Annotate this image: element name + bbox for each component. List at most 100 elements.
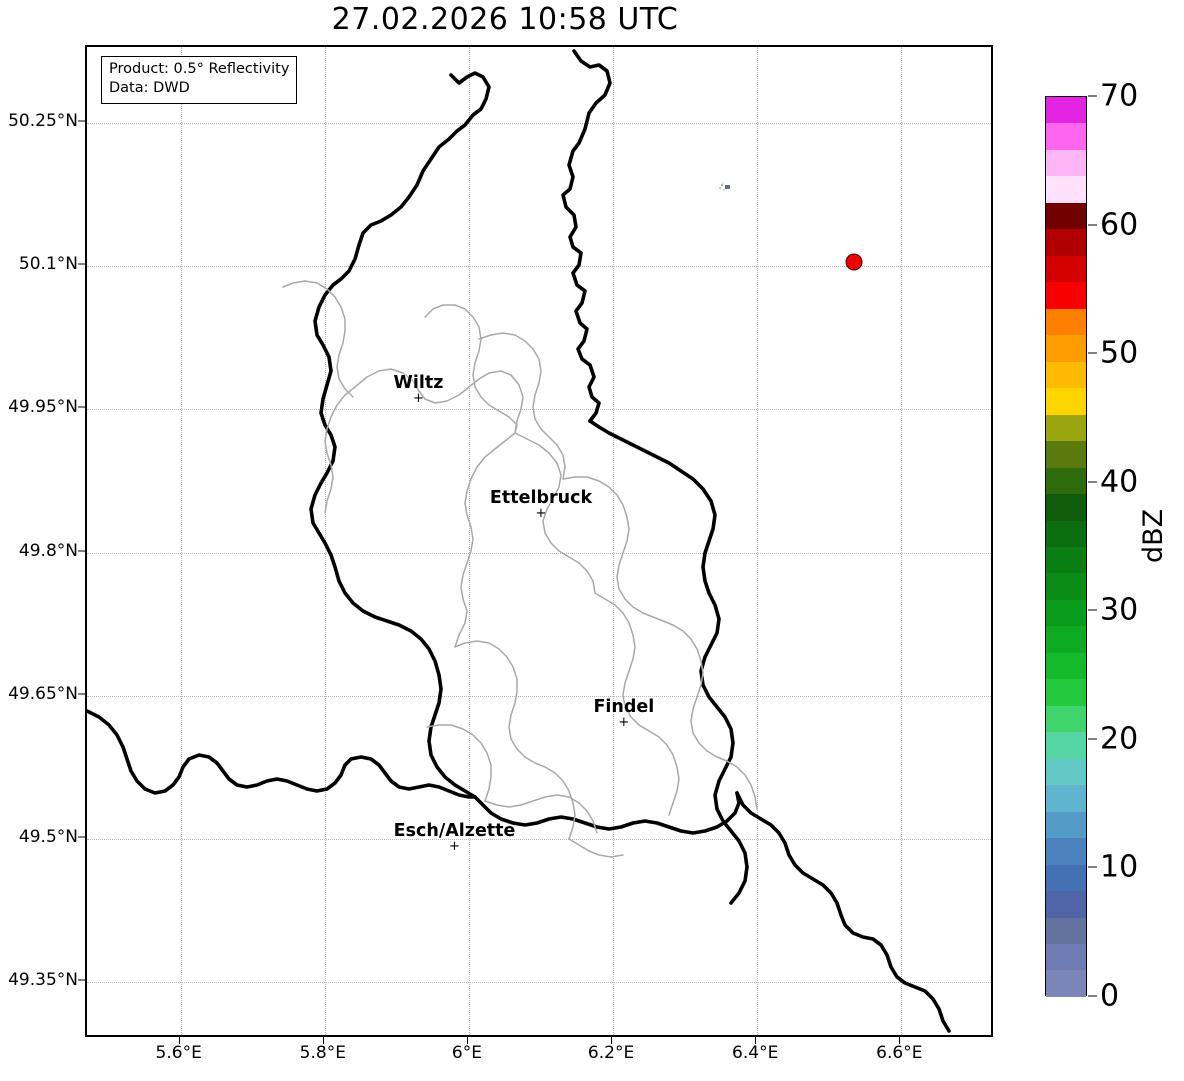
city-name-label: Wiltz [393, 373, 444, 394]
x-axis-tick-label: 6°E [451, 1043, 482, 1063]
page-title: 27.02.2026 10:58 UTC [331, 2, 679, 37]
radar-site-marker[interactable] [845, 253, 863, 271]
colorbar-axis-label: dBZ [1138, 508, 1169, 563]
colorbar-band [1046, 599, 1086, 627]
colorbar-band [1046, 123, 1086, 150]
map-outlines [87, 49, 951, 1033]
colorbar-band [1046, 494, 1086, 521]
info-product-line: Product: 0.5° Reflectivity [109, 61, 290, 77]
y-axis-tick-label: 49.95°N [8, 397, 78, 418]
colorbar-band [1046, 546, 1086, 574]
gridline-horizontal [87, 552, 991, 554]
gridline-horizontal [87, 695, 991, 697]
colorbar-band [1046, 441, 1086, 468]
colorbar-tick-mark [1088, 95, 1097, 97]
x-axis-tick-mark [466, 1037, 468, 1044]
colorbar-band [1046, 891, 1086, 918]
city-cross-icon: + [618, 715, 630, 731]
x-axis-tick-mark [755, 1037, 757, 1044]
gridline-vertical [757, 47, 759, 1035]
city-name-label: Esch/Alzette [393, 821, 516, 842]
colorbar-band [1046, 202, 1086, 230]
x-axis-tick-mark [611, 1037, 613, 1044]
y-axis-tick-label: 49.5°N [18, 826, 78, 847]
city-marker-findel: Findel + [593, 697, 655, 731]
x-axis-tick-mark [178, 1037, 180, 1044]
colorbar-band [1046, 732, 1086, 759]
gridline-vertical [613, 47, 615, 1035]
y-axis-tick-mark [78, 979, 85, 981]
city-name-label: Ettelbruck [489, 487, 593, 508]
city-marker-esch-alzette: Esch/Alzette + [393, 821, 516, 855]
y-axis-tick-label: 50.1°N [18, 254, 78, 275]
x-axis-tick-label: 5.8°E [299, 1043, 346, 1063]
y-axis-tick-mark [78, 406, 85, 408]
colorbar-band [1046, 917, 1086, 944]
colorbar-tick-mark [1088, 609, 1097, 611]
colorbar-band [1046, 970, 1086, 997]
colorbar-band [1046, 229, 1086, 256]
colorbar-band [1046, 467, 1086, 495]
colorbar-band [1046, 149, 1086, 177]
colorbar-tick-label: 50 [1100, 335, 1139, 371]
gridline-vertical [468, 47, 470, 1035]
y-axis-tick-label: 49.65°N [8, 683, 78, 704]
gridline-vertical [901, 47, 903, 1035]
colorbar-tick-label: 60 [1100, 207, 1139, 243]
colorbar-band [1046, 652, 1086, 680]
city-cross-icon: + [535, 505, 547, 521]
colorbar-tick-mark [1088, 481, 1097, 483]
colorbar-band [1046, 335, 1086, 362]
colorbar-band [1046, 573, 1086, 600]
colorbar-band [1046, 705, 1086, 733]
colorbar-tick-label: 40 [1100, 464, 1139, 500]
y-axis-tick-mark [78, 550, 85, 552]
colorbar-band [1046, 255, 1086, 283]
colorbar-band [1046, 520, 1086, 547]
city-marker-ettelbruck: Ettelbruck + [489, 487, 593, 521]
colorbar-band [1046, 811, 1086, 839]
colorbar-band [1046, 785, 1086, 812]
colorbar-tick-mark [1088, 866, 1097, 868]
colorbar-band [1046, 864, 1086, 892]
colorbar-band [1046, 679, 1086, 706]
y-axis-tick-mark [78, 836, 85, 838]
colorbar-band [1046, 176, 1086, 203]
colorbar-band [1046, 388, 1086, 415]
colorbar-band [1046, 282, 1086, 309]
colorbar-band [1046, 838, 1086, 865]
y-axis-tick-mark [78, 693, 85, 695]
colorbar-tick-mark [1088, 224, 1097, 226]
city-cross-icon: + [449, 839, 460, 855]
colorbar-band [1046, 361, 1086, 389]
colorbar-band [1046, 758, 1086, 786]
gridline-horizontal [87, 838, 991, 840]
radar-map-plot[interactable]: Wiltz + Ettelbruck + Findel + Esch/Alzette + Pr… [85, 45, 993, 1037]
x-axis-tick-mark [322, 1037, 324, 1044]
city-marker-wiltz: Wiltz + [393, 373, 444, 407]
colorbar-tick-mark [1088, 738, 1097, 740]
y-axis-tick-mark [78, 120, 85, 122]
city-name-label: Findel [593, 697, 655, 718]
gridline-horizontal [87, 123, 991, 125]
y-axis-tick-label: 49.8°N [18, 540, 78, 561]
gridline-vertical [180, 47, 182, 1035]
info-data-line: Data: DWD [109, 80, 190, 97]
gridline-horizontal [87, 266, 991, 268]
y-axis-tick-mark [78, 263, 85, 265]
colorbar-tick-label: 0 [1100, 978, 1120, 1014]
colorbar-band [1046, 626, 1086, 653]
colorbar-band [1046, 944, 1086, 971]
colorbar-tick-mark [1088, 352, 1097, 354]
colorbar-tick-label: 10 [1100, 849, 1139, 885]
x-axis-tick-label: 6.2°E [587, 1043, 635, 1063]
colorbar-tick-label: 30 [1100, 592, 1139, 628]
city-cross-icon: + [413, 391, 424, 407]
colorbar[interactable] [1045, 96, 1087, 997]
radar-echo-pixels [718, 182, 730, 192]
x-axis-tick-mark [899, 1037, 901, 1044]
x-axis-tick-label: 6.6°E [876, 1043, 923, 1063]
colorbar-band [1046, 97, 1086, 124]
gridline-horizontal [87, 409, 991, 411]
colorbar-tick-label: 70 [1100, 78, 1139, 114]
